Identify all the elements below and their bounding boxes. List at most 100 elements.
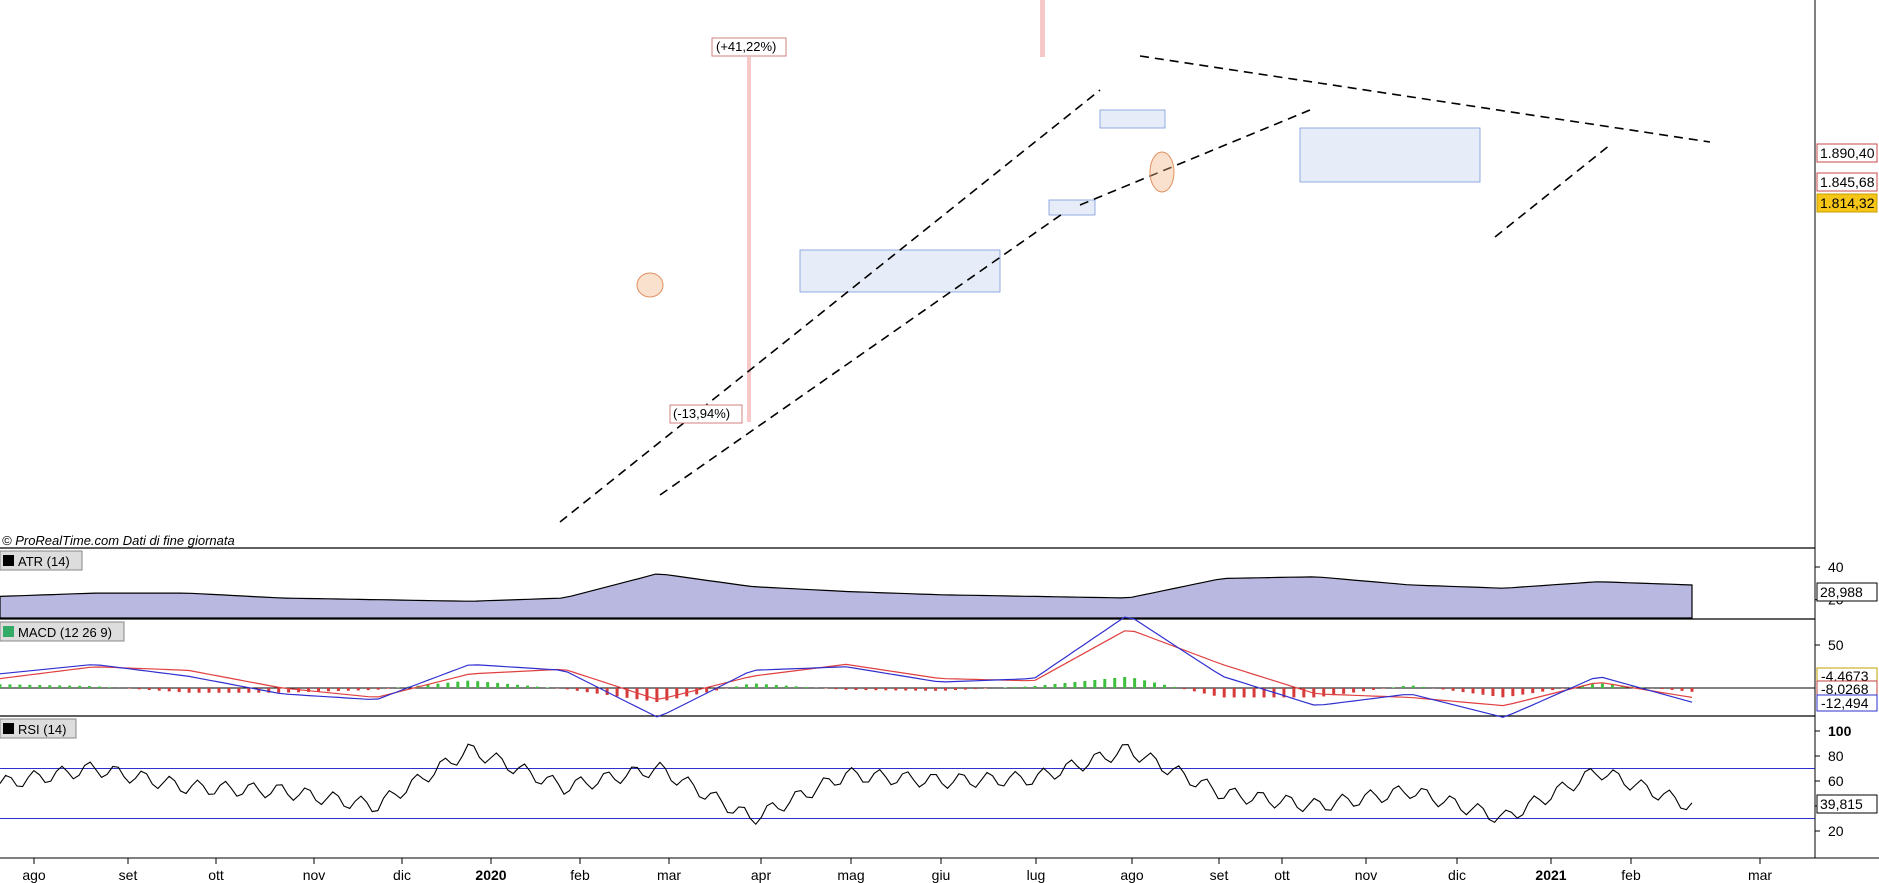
macd-histogram-bar — [287, 688, 291, 693]
macd-histogram-bar — [914, 688, 918, 691]
macd-histogram-bar — [1192, 688, 1196, 692]
macd-histogram-bar — [844, 688, 848, 690]
macd-histogram-bar — [456, 681, 460, 688]
macd-histogram-bar — [1680, 688, 1684, 691]
macd-histogram-bar — [705, 688, 709, 693]
x-tick-label: nov — [303, 867, 326, 883]
macd-histogram-bar — [575, 688, 579, 691]
macd-histogram-bar — [1262, 688, 1266, 698]
macd-histogram-bar — [486, 682, 490, 688]
rsi-value-label: 39,815 — [1820, 796, 1863, 812]
macd-histogram-bar — [1182, 688, 1186, 690]
macd-histogram-bar — [655, 688, 659, 703]
macd-histogram-bar — [1352, 688, 1356, 693]
macd-histogram-bar — [1242, 688, 1246, 698]
macd-histogram-bar — [48, 685, 52, 688]
rsi-y-tick-label: 100 — [1828, 723, 1852, 739]
macd-histogram-bar — [1033, 686, 1037, 688]
macd-histogram-bar — [366, 688, 370, 691]
macd-histogram-bar — [1590, 684, 1594, 688]
macd-histogram-bar — [277, 688, 281, 693]
macd-histogram-bar — [1551, 688, 1555, 691]
macd-histogram-bar — [894, 688, 898, 691]
x-tick-label: mar — [1748, 867, 1772, 883]
macd-histogram-bar — [307, 688, 311, 692]
macd-histogram-bar — [1043, 685, 1047, 688]
macd-histogram-bar — [247, 688, 251, 693]
x-tick-label: ago — [1120, 867, 1144, 883]
x-tick-label: apr — [751, 867, 772, 883]
macd-histogram-bar — [625, 688, 629, 698]
macd-histogram-bar — [1511, 688, 1515, 697]
annotation-loss: (-13,94%) — [673, 406, 730, 421]
macd-histogram-bar — [167, 688, 171, 692]
macd-histogram-bar — [904, 688, 908, 691]
macd-value-label: -8,0268 — [1821, 681, 1869, 697]
macd-histogram-bar — [1391, 687, 1395, 688]
macd-histogram-bar — [1322, 688, 1326, 697]
macd-histogram-bar — [1501, 688, 1505, 698]
atr-legend-label: ATR (14) — [18, 554, 70, 569]
macd-histogram-bar — [953, 688, 957, 691]
macd-histogram-bar — [1103, 679, 1107, 688]
macd-histogram-bar — [983, 688, 987, 689]
macd-histogram-bar — [695, 688, 699, 695]
macd-histogram-bar — [237, 688, 241, 693]
x-tick-label: ott — [208, 867, 224, 883]
macd-histogram-bar — [595, 688, 599, 694]
macd-histogram-bar — [326, 688, 330, 692]
x-tick-label: set — [1210, 867, 1229, 883]
x-tick-label: giu — [932, 867, 951, 883]
macd-histogram-bar — [1113, 678, 1117, 688]
macd-histogram-bar — [585, 688, 589, 693]
macd-histogram-bar — [217, 688, 221, 693]
macd-histogram-bar — [1153, 682, 1157, 688]
macd-histogram-bar — [98, 686, 102, 688]
x-tick-label: feb — [570, 867, 590, 883]
x-tick-label: 2021 — [1535, 867, 1566, 883]
rsi-line — [0, 743, 1693, 826]
macd-histogram-bar — [1073, 682, 1077, 688]
macd-histogram-bar — [675, 688, 679, 699]
macd-histogram-bar — [1690, 688, 1694, 692]
macd-histogram-bar — [496, 682, 500, 688]
macd-histogram-bar — [1372, 688, 1376, 690]
macd-histogram-bar — [645, 688, 649, 701]
atr-area — [0, 573, 1693, 619]
consolidation-box — [799, 249, 1001, 293]
macd-histogram-bar — [1660, 688, 1664, 690]
trendline — [1494, 144, 1611, 238]
macd-histogram-bar — [506, 683, 510, 688]
x-tick-label: mar — [657, 867, 681, 883]
macd-histogram-bar — [934, 688, 938, 691]
macd-histogram-bar — [1302, 688, 1306, 698]
macd-histogram-bar — [1521, 688, 1525, 695]
macd-histogram-bar — [227, 688, 231, 693]
trendline — [659, 211, 1066, 496]
macd-histogram-bar — [784, 685, 788, 688]
macd-histogram-bar — [1461, 688, 1465, 693]
macd-histogram-bar — [1143, 680, 1147, 688]
macd-histogram-bar — [1581, 685, 1585, 688]
macd-histogram-bar — [1162, 684, 1166, 688]
macd-value-label: -12,494 — [1821, 695, 1869, 711]
macd-histogram-bar — [1610, 684, 1614, 688]
macd-histogram-bar — [346, 688, 350, 691]
x-tick-label: lug — [1027, 867, 1046, 883]
macd-histogram-bar — [436, 683, 440, 688]
macd-histogram-bar — [924, 688, 928, 691]
macd-histogram-bar — [137, 688, 141, 690]
macd-histogram-bar — [764, 684, 768, 688]
macd-line — [0, 616, 1693, 718]
macd-histogram-bar — [944, 688, 948, 691]
macd-histogram-bar — [635, 688, 639, 700]
macd-histogram-bar — [18, 684, 22, 688]
trendline — [1139, 55, 1711, 143]
macd-histogram-bar — [197, 688, 201, 693]
macd-histogram-bar — [207, 688, 211, 693]
x-tick-label: ott — [1274, 867, 1290, 883]
macd-histogram-bar — [1123, 677, 1127, 688]
macd-histogram-bar — [8, 684, 12, 688]
macd-histogram-bar — [1471, 688, 1475, 694]
